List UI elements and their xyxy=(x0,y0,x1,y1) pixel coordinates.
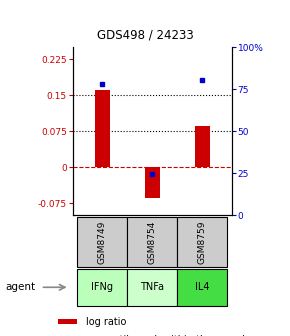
Bar xyxy=(127,217,177,267)
Bar xyxy=(58,320,77,324)
Text: TNFa: TNFa xyxy=(140,282,164,292)
Bar xyxy=(145,167,160,198)
Bar xyxy=(95,90,110,167)
Bar xyxy=(127,269,177,306)
Text: GDS498 / 24233: GDS498 / 24233 xyxy=(97,29,193,42)
Text: IL4: IL4 xyxy=(195,282,209,292)
Bar xyxy=(195,126,210,167)
Bar xyxy=(77,269,127,306)
Bar xyxy=(177,217,227,267)
Bar xyxy=(177,269,227,306)
Text: GSM8754: GSM8754 xyxy=(148,220,157,264)
Bar xyxy=(77,217,127,267)
Text: GSM8749: GSM8749 xyxy=(98,220,107,264)
Text: IFNg: IFNg xyxy=(91,282,113,292)
Text: log ratio: log ratio xyxy=(86,317,126,327)
Text: agent: agent xyxy=(6,282,36,292)
Text: GSM8759: GSM8759 xyxy=(197,220,206,264)
Text: percentile rank within the sample: percentile rank within the sample xyxy=(86,335,251,336)
